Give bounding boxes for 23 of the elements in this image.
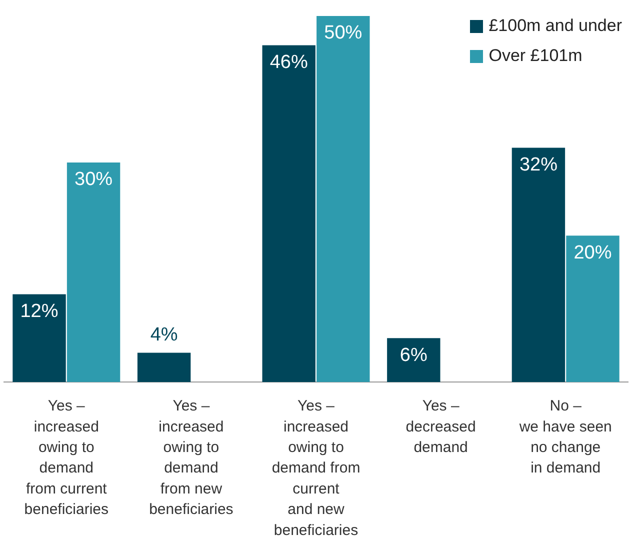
data-label: 4%	[150, 324, 178, 346]
legend-label: £100m and under	[488, 16, 622, 36]
x-tick-label: Yes – increased owing to demand from current beneficiaries	[24, 398, 109, 518]
x-tick-label: Yes – decreased demand	[406, 398, 476, 456]
legend-label: Over £101m	[488, 46, 582, 66]
bar	[12, 294, 66, 382]
x-tick-label: No – we have seen no change in demand	[518, 398, 612, 477]
data-label: 50%	[324, 22, 362, 44]
data-label: 46%	[270, 52, 308, 74]
bar	[566, 236, 620, 382]
bar	[512, 148, 566, 382]
data-label: 30%	[74, 169, 113, 190]
x-tick-label: Yes – increased owing to demand from new beneficiaries	[149, 398, 234, 518]
data-label: 32%	[519, 154, 558, 176]
bar	[316, 16, 370, 382]
data-label: 12%	[20, 300, 58, 322]
bar	[66, 162, 120, 382]
bar	[387, 338, 440, 382]
bar	[137, 352, 191, 382]
data-label: 6%	[400, 344, 428, 366]
data-label: 20%	[574, 242, 612, 264]
x-tick-label: Yes – increased owing to demand from current and new beneficiaries	[272, 398, 360, 539]
bar	[262, 45, 316, 382]
